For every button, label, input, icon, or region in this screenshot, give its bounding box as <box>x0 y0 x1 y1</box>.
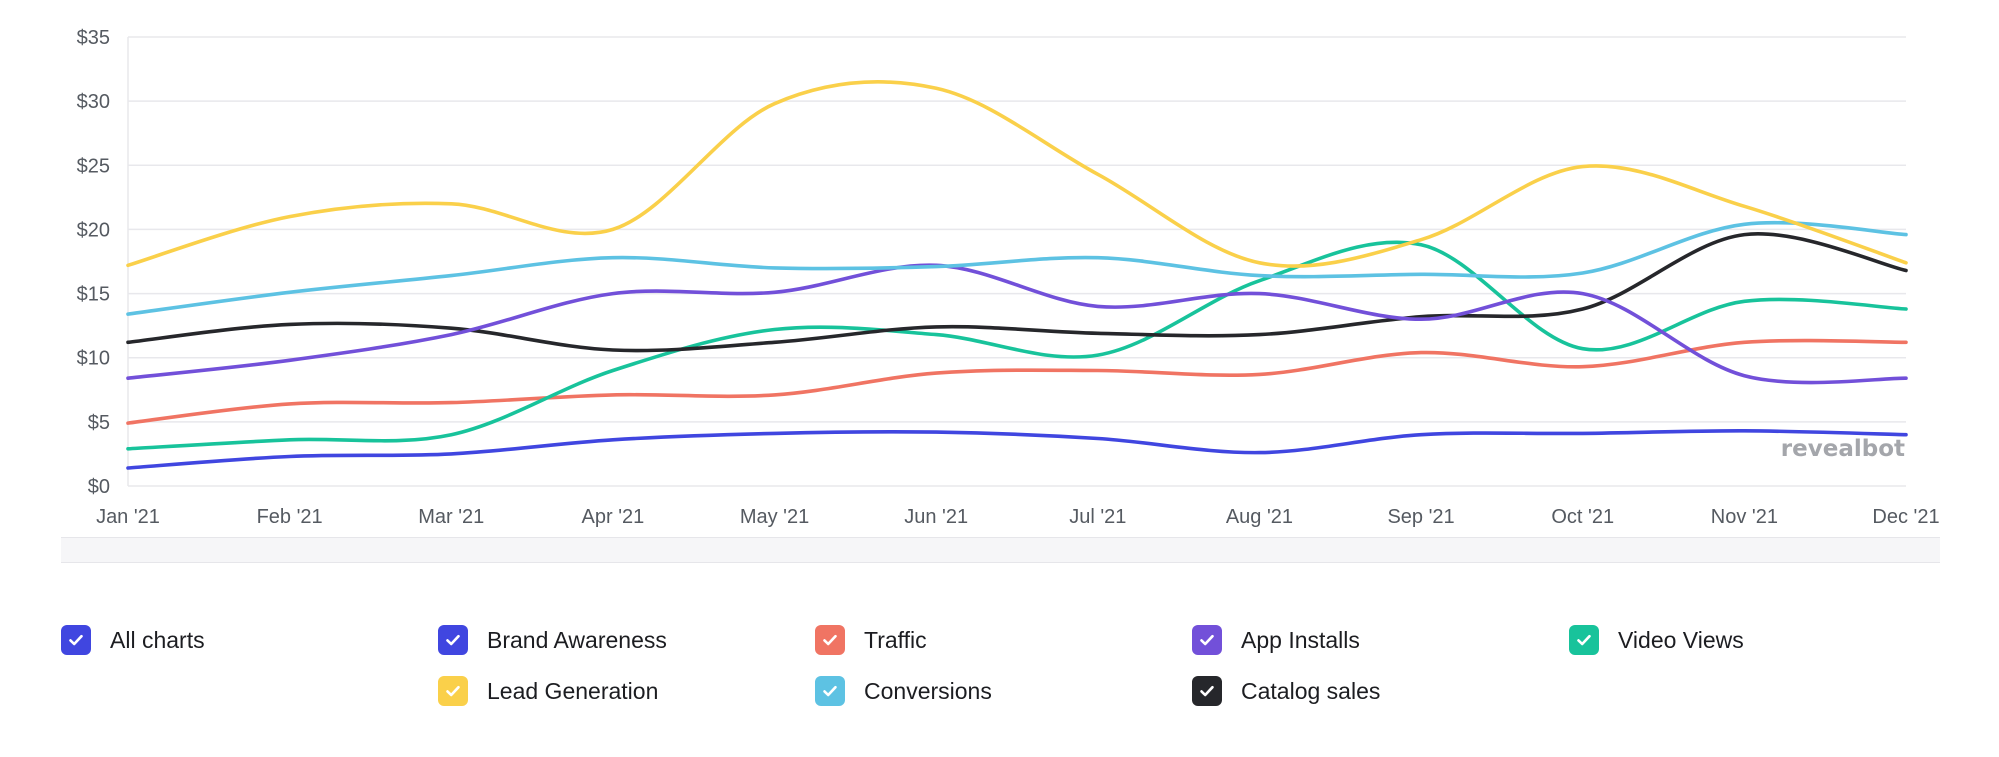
traffic-checkbox[interactable] <box>815 625 845 655</box>
legend: All charts Brand Awareness Traffic App Ins… <box>61 624 1941 734</box>
chart-svg: $0 $5 $10 $15 $20 $25 $30 $35 Jan '21 Feb '21 Mar… <box>77 27 1940 528</box>
legend-label-traffic: Traffic <box>864 626 927 653</box>
x-tick-label: Oct '21 <box>1551 506 1614 528</box>
revealbot-watermark: revealbot <box>1781 436 1905 462</box>
y-tick-label: $25 <box>77 155 110 177</box>
app-installs-checkbox[interactable] <box>1192 625 1222 655</box>
legend-label-brand-awareness: Brand Awareness <box>487 626 667 653</box>
video-views-checkbox[interactable] <box>1569 625 1599 655</box>
x-tick-label: Sep '21 <box>1387 506 1454 528</box>
brand-awareness-checkbox[interactable] <box>438 625 468 655</box>
legend-item-brand-awareness[interactable]: Brand Awareness <box>438 624 667 656</box>
y-tick-label: $5 <box>88 412 110 434</box>
x-tick-label: Dec '21 <box>1872 506 1939 528</box>
check-icon <box>823 685 837 697</box>
x-tick-label: Feb '21 <box>257 506 323 528</box>
legend-item-app-installs[interactable]: App Installs <box>1192 624 1360 656</box>
check-icon <box>1200 685 1214 697</box>
y-tick-label: $35 <box>77 27 110 49</box>
legend-label-catalog-sales: Catalog sales <box>1241 677 1381 704</box>
check-icon <box>1577 634 1591 646</box>
x-tick-label: Apr '21 <box>582 506 645 528</box>
y-tick-label: $20 <box>77 219 110 241</box>
series-line-app-installs <box>126 263 1908 385</box>
series-line-catalog-sales <box>126 232 1908 353</box>
check-icon <box>446 634 460 646</box>
series-line-conversions <box>126 220 1908 316</box>
series-line-traffic <box>126 338 1908 425</box>
y-tick-label: $10 <box>77 348 110 370</box>
conversions-checkbox[interactable] <box>815 676 845 706</box>
check-icon <box>823 634 837 646</box>
x-tick-label: Jun '21 <box>904 506 968 528</box>
chart-range-scrollbar[interactable] <box>61 537 1940 563</box>
legend-item-catalog-sales[interactable]: Catalog sales <box>1192 675 1380 707</box>
legend-item-conversions[interactable]: Conversions <box>815 675 992 707</box>
check-icon <box>1200 634 1214 646</box>
y-tick-label: $15 <box>77 284 110 306</box>
legend-label-all-charts: All charts <box>110 626 205 653</box>
x-tick-label: Jul '21 <box>1069 506 1126 528</box>
line-chart: $0 $5 $10 $15 $20 $25 $30 $35 Jan '21 Feb '21 Mar… <box>77 27 1940 528</box>
check-icon <box>446 685 460 697</box>
series-line-brand-awareness <box>126 428 1908 470</box>
series-line-lead-generation <box>126 80 1908 268</box>
legend-item-lead-generation[interactable]: Lead Generation <box>438 675 658 707</box>
y-tick-label: $0 <box>88 476 110 498</box>
legend-label-app-installs: App Installs <box>1241 626 1360 653</box>
legend-label-video-views: Video Views <box>1618 626 1744 653</box>
catalog-sales-checkbox[interactable] <box>1192 676 1222 706</box>
legend-item-video-views[interactable]: Video Views <box>1569 624 1744 656</box>
x-tick-label: Mar '21 <box>418 506 484 528</box>
legend-label-conversions: Conversions <box>864 677 992 704</box>
y-tick-label: $30 <box>77 91 110 113</box>
legend-item-all-charts[interactable]: All charts <box>61 624 205 656</box>
lead-generation-checkbox[interactable] <box>438 676 468 706</box>
all-charts-checkbox[interactable] <box>61 625 91 655</box>
x-tick-label: Nov '21 <box>1711 506 1778 528</box>
legend-item-traffic[interactable]: Traffic <box>815 624 927 656</box>
legend-label-lead-generation: Lead Generation <box>487 677 659 704</box>
series-line-video-views <box>126 240 1908 451</box>
x-tick-label: Aug '21 <box>1226 506 1293 528</box>
x-tick-label: May '21 <box>740 506 809 528</box>
x-tick-label: Jan '21 <box>96 506 160 528</box>
check-icon <box>69 634 83 646</box>
